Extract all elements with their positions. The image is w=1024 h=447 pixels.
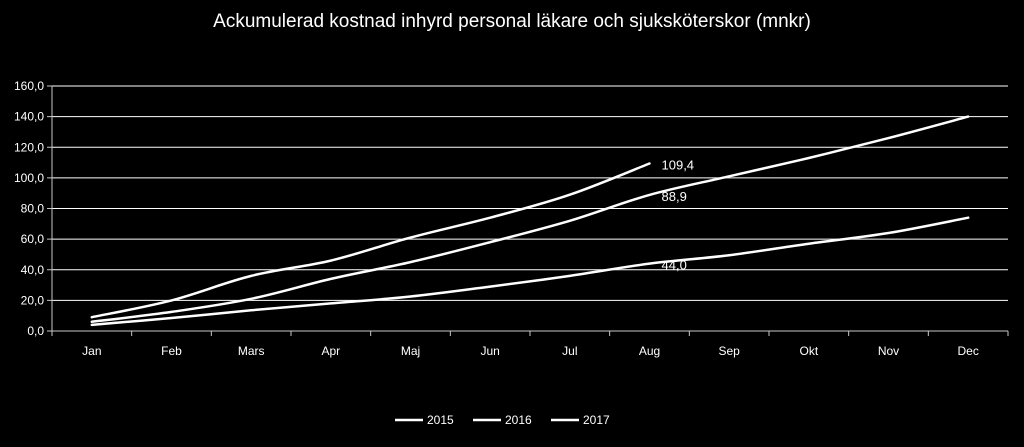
legend: 2015 2016 2017 — [395, 413, 610, 427]
y-tick-label-2: 40,0 — [21, 263, 45, 277]
y-tick-label-1: 20,0 — [21, 293, 45, 307]
x-tick-label-jun: Jun — [480, 344, 499, 358]
chart-title: Ackumulerad kostnad inhyrd personal läka… — [213, 11, 811, 32]
y-tick-label-7: 140,0 — [14, 110, 44, 124]
x-tick-label-feb: Feb — [161, 344, 182, 358]
data-label-2015: 44,0 — [662, 258, 687, 273]
x-tick-label-apr: Apr — [321, 344, 340, 358]
y-tick-label-8: 160,0 — [14, 79, 44, 93]
x-tick-label-mars: Mars — [238, 344, 265, 358]
x-tick-label-okt: Okt — [799, 344, 818, 358]
series-line-2016 — [90, 115, 970, 324]
axes — [47, 85, 1009, 336]
x-tick-label-aug: Aug — [639, 344, 660, 358]
x-tick-labels: Jan Feb Mars Apr Maj Jun Jul Aug Sep Okt Nov Dec — [82, 344, 979, 358]
y-tick-label-5: 100,0 — [14, 171, 44, 185]
data-label-2017: 109,4 — [662, 157, 695, 172]
legend-label-2017: 2017 — [583, 413, 610, 427]
legend-label-2015: 2015 — [427, 413, 454, 427]
y-tick-label-4: 80,0 — [21, 202, 45, 216]
series-lines — [90, 115, 970, 327]
y-tick-label-3: 60,0 — [21, 232, 45, 246]
legend-label-2016: 2016 — [505, 413, 532, 427]
data-label-2016: 88,9 — [662, 189, 687, 204]
x-tick-label-jan: Jan — [82, 344, 101, 358]
x-tick-label-maj: Maj — [401, 344, 420, 358]
y-tick-label-6: 120,0 — [14, 140, 44, 154]
x-tick-label-dec: Dec — [957, 344, 978, 358]
series-line-2017 — [90, 162, 651, 319]
x-tick-label-nov: Nov — [878, 344, 899, 358]
gridlines — [52, 85, 1008, 301]
y-tick-labels: 0,0 20,0 40,0 60,0 80,0 100,0 120,0 140,0 160,0 — [14, 79, 44, 338]
y-tick-label-0: 0,0 — [27, 324, 44, 338]
data-labels: 44,0 88,9 109,4 — [662, 157, 695, 272]
series-line-2015 — [90, 216, 970, 327]
x-tick-label-jul: Jul — [562, 344, 577, 358]
x-tick-label-sep: Sep — [718, 344, 740, 358]
